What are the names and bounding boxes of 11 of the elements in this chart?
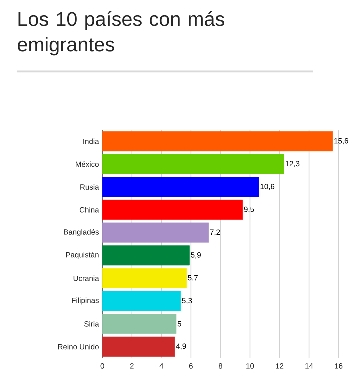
bar [102,314,177,334]
bar [102,268,188,288]
bar [102,154,285,174]
bar [102,177,260,198]
chart-title: Los 10 países con más emigrantes [18,12,225,56]
bar [102,132,334,152]
bar [102,246,190,266]
bar [102,200,244,220]
bar [102,222,210,243]
bar [102,336,176,357]
bar [102,291,182,312]
